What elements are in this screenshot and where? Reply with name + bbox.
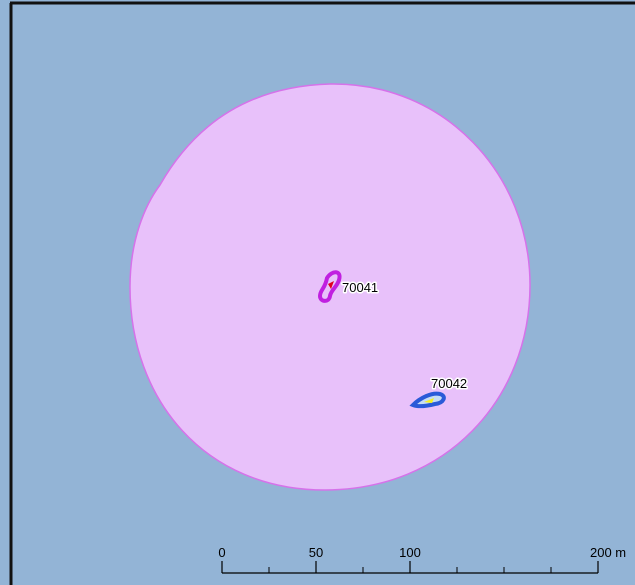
scale-label: 0 (218, 545, 225, 560)
site-70041-marker (328, 281, 334, 289)
site-70042-marker (424, 398, 434, 403)
scale-label: 100 (399, 545, 421, 560)
scale-label: 50 (309, 545, 323, 560)
site-70041 (317, 270, 342, 303)
scale-bar: 0 50 100 200 m (218, 545, 626, 574)
scale-label: 200 m (590, 545, 626, 560)
feature-label: 70042 (431, 376, 467, 391)
feature-label: 70041 (342, 280, 378, 295)
site-70042 (409, 391, 446, 409)
